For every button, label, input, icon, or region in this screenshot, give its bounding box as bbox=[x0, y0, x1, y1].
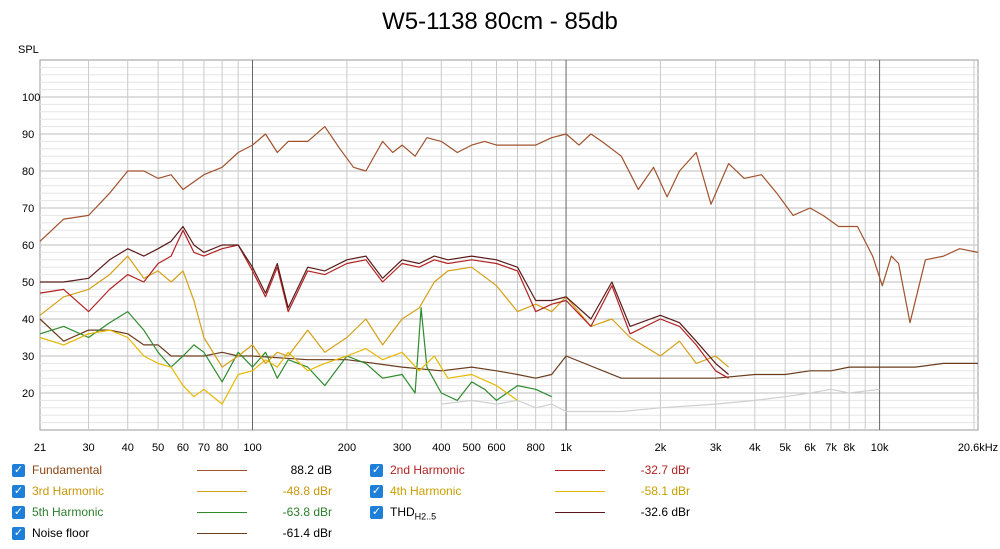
y-tick-label: 90 bbox=[22, 129, 34, 141]
chart-title: W5-1138 80cm - 85db bbox=[382, 8, 618, 35]
y-tick-label: 100 bbox=[22, 92, 40, 104]
x-tick-label: 400 bbox=[432, 442, 450, 454]
x-tick-label: 800 bbox=[526, 442, 544, 454]
y-tick-label: 80 bbox=[22, 166, 34, 178]
x-tick-label: 100 bbox=[243, 442, 261, 454]
x-tick-label: 7k bbox=[825, 442, 837, 454]
series-line-3rd-harmonic bbox=[39, 255, 729, 368]
x-tick-label: 200 bbox=[338, 442, 356, 454]
legend-value: -32.6 dBr bbox=[640, 505, 690, 519]
legend-value: -61.4 dBr bbox=[282, 526, 332, 540]
legend-value: -58.1 dBr bbox=[640, 484, 690, 498]
legend-value: -48.8 dBr bbox=[282, 484, 332, 498]
legend-value: -32.7 dBr bbox=[640, 463, 690, 477]
y-tick-label: 60 bbox=[22, 240, 34, 252]
legend-value: 88.2 dB bbox=[290, 463, 332, 477]
fundamental-checkbox[interactable]: ✓ bbox=[12, 464, 25, 477]
legend-value: -63.8 dBr bbox=[282, 505, 332, 519]
3rd-harmonic-checkbox[interactable]: ✓ bbox=[12, 485, 25, 498]
x-tick-label: 500 bbox=[462, 442, 480, 454]
legend-label: 4th Harmonic bbox=[390, 484, 462, 498]
series-line-thd bbox=[40, 225, 729, 375]
legend-item-5th-harmonic[interactable]: ✓ 5th Harmonic -63.8 dBr bbox=[12, 504, 352, 524]
legend-swatch bbox=[555, 512, 605, 513]
legend-item-noise-floor[interactable]: ✓ Noise floor -61.4 dBr bbox=[12, 525, 352, 545]
legend-label: Noise floor bbox=[32, 526, 90, 540]
4th-harmonic-checkbox[interactable]: ✓ bbox=[370, 485, 383, 498]
x-tick-label: 3k bbox=[710, 442, 722, 454]
legend-label: 5th Harmonic bbox=[32, 505, 104, 519]
legend-item-3rd-harmonic[interactable]: ✓ 3rd Harmonic -48.8 dBr bbox=[12, 483, 352, 503]
x-tick-label: 70 bbox=[198, 442, 210, 454]
2nd-harmonic-checkbox[interactable]: ✓ bbox=[370, 464, 383, 477]
x-tick-label: 40 bbox=[122, 442, 134, 454]
y-axis-label: SPL bbox=[18, 44, 39, 56]
chart-area: 20 30 40 50 60 70 80 90 100 SPL 21 30 40 50 60 70 80 100 2… bbox=[18, 44, 998, 454]
y-tick-label: 70 bbox=[22, 203, 34, 215]
series-line-residual-grey bbox=[441, 388, 880, 413]
x-tick-label: 300 bbox=[393, 442, 411, 454]
x-tick-label: 80 bbox=[216, 442, 228, 454]
series-line-2nd-harmonic bbox=[39, 229, 729, 379]
legend-label: Fundamental bbox=[32, 463, 103, 477]
x-tick-label: 4k bbox=[749, 442, 761, 454]
series-line-fundamental bbox=[39, 125, 979, 324]
x-tick-label: 21 bbox=[34, 442, 46, 454]
legend-item-4th-harmonic[interactable]: ✓ 4th Harmonic -58.1 dBr bbox=[370, 483, 710, 503]
legend-swatch bbox=[555, 491, 605, 492]
x-tick-label: 6k bbox=[804, 442, 816, 454]
legend-swatch bbox=[555, 470, 605, 471]
legend-label: THDH2..5 bbox=[390, 505, 436, 521]
x-tick-label: 20.6kHz bbox=[958, 442, 998, 454]
legend-item-thd[interactable]: ✓ THDH2..5 -32.6 dBr bbox=[370, 504, 710, 524]
legend-item-2nd-harmonic[interactable]: ✓ 2nd Harmonic -32.7 dBr bbox=[370, 462, 710, 482]
legend-swatch bbox=[197, 470, 247, 471]
noise-floor-checkbox[interactable]: ✓ bbox=[12, 527, 25, 540]
thd-label: THD bbox=[390, 505, 415, 519]
5th-harmonic-checkbox[interactable]: ✓ bbox=[12, 506, 25, 519]
x-tick-label: 50 bbox=[152, 442, 164, 454]
thd-label-subscript: H2..5 bbox=[414, 511, 437, 522]
x-tick-label: 600 bbox=[487, 442, 505, 454]
legend-label: 3rd Harmonic bbox=[32, 484, 105, 498]
legend-item-fundamental[interactable]: ✓ Fundamental 88.2 dB bbox=[12, 462, 352, 482]
x-tick-label: 2k bbox=[655, 442, 667, 454]
y-tick-label: 40 bbox=[22, 314, 34, 326]
legend-label: 2nd Harmonic bbox=[390, 463, 465, 477]
x-tick-label: 1k bbox=[560, 442, 572, 454]
x-tick-label: 60 bbox=[177, 442, 189, 454]
legend-swatch bbox=[197, 512, 247, 513]
x-tick-label: 8k bbox=[843, 442, 855, 454]
thd-checkbox[interactable]: ✓ bbox=[370, 506, 383, 519]
x-tick-label: 10k bbox=[871, 442, 889, 454]
y-tick-label: 50 bbox=[22, 277, 34, 289]
legend-swatch bbox=[197, 491, 247, 492]
x-tick-label: 5k bbox=[779, 442, 791, 454]
series-line-5th-harmonic bbox=[39, 307, 552, 401]
y-tick-label: 30 bbox=[22, 351, 34, 363]
legend-swatch bbox=[197, 533, 247, 534]
y-tick-label: 20 bbox=[22, 388, 34, 400]
x-tick-label: 30 bbox=[82, 442, 94, 454]
series-line-4th-harmonic bbox=[39, 329, 518, 405]
